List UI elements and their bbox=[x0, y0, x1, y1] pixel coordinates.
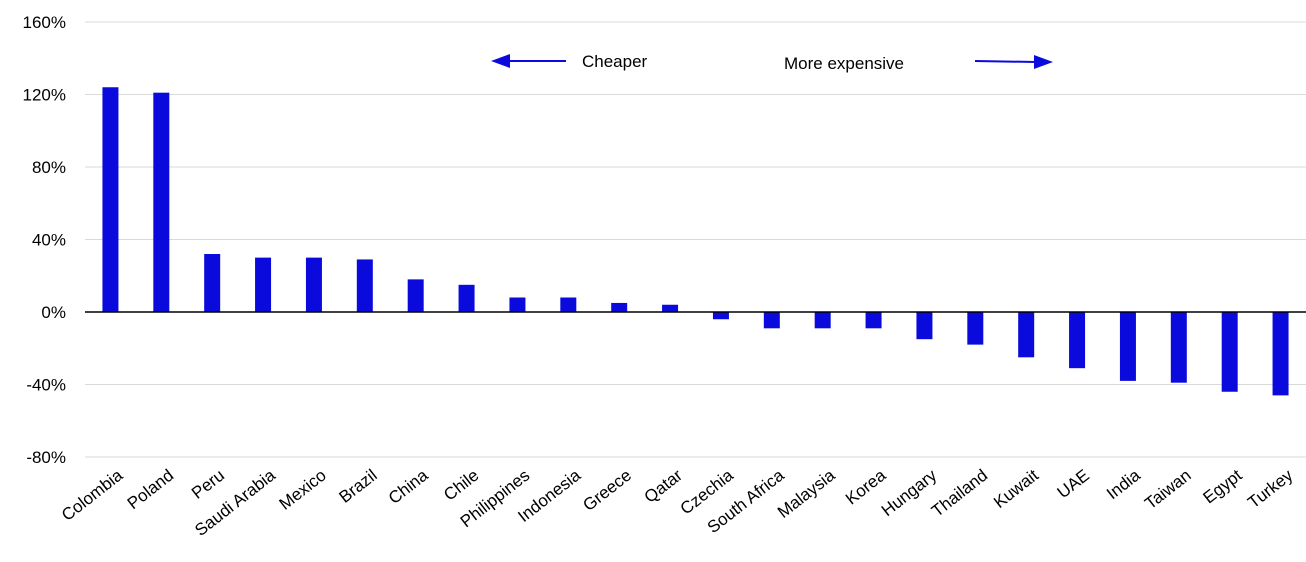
cheaper-arrow-head bbox=[491, 54, 510, 68]
cheaper-annotation: Cheaper bbox=[491, 52, 648, 71]
bar-kuwait bbox=[1018, 312, 1035, 358]
bar-china bbox=[407, 279, 424, 312]
x-tick-label: Egypt bbox=[1200, 465, 1246, 507]
bar-peru bbox=[204, 254, 221, 312]
more-expensive-label: More expensive bbox=[784, 54, 904, 73]
x-tick-label: Hungary bbox=[878, 465, 941, 520]
x-tick-label: China bbox=[385, 465, 432, 508]
more-expensive-arrow-line bbox=[974, 60, 1037, 63]
x-tick-label: Mexico bbox=[276, 466, 330, 514]
bar-uae bbox=[1069, 312, 1086, 369]
bar-south-africa bbox=[763, 312, 780, 329]
bar-brazil bbox=[356, 259, 373, 312]
x-tick-label: India bbox=[1103, 465, 1144, 503]
bar-greece bbox=[611, 302, 628, 312]
x-tick-label: Taiwan bbox=[1141, 466, 1194, 514]
bar-mexico bbox=[305, 257, 322, 312]
x-tick-label: Chile bbox=[440, 466, 482, 505]
bar-czechia bbox=[712, 312, 729, 320]
bar-saudi-arabia bbox=[255, 257, 272, 312]
x-tick-label: Brazil bbox=[335, 466, 380, 507]
bar-qatar bbox=[662, 304, 679, 312]
bar-malaysia bbox=[814, 312, 831, 329]
y-tick-label: 40% bbox=[32, 231, 66, 250]
x-tick-label: Turkey bbox=[1244, 465, 1297, 512]
bar-taiwan bbox=[1170, 312, 1187, 383]
bar-korea bbox=[865, 312, 882, 329]
bar-colombia bbox=[102, 87, 119, 312]
bar-philippines bbox=[509, 297, 526, 312]
bar-egypt bbox=[1221, 312, 1238, 392]
bar-chile bbox=[458, 284, 475, 312]
more-expensive-arrow-head bbox=[1034, 55, 1053, 69]
bars bbox=[102, 87, 1289, 396]
y-tick-label: -40% bbox=[26, 376, 66, 395]
cheaper-label: Cheaper bbox=[582, 52, 648, 71]
x-tick-label: UAE bbox=[1054, 466, 1093, 503]
x-tick-label: Poland bbox=[124, 466, 177, 514]
y-axis-ticks: -80% -40% 0% 40% 80% 120% 160% bbox=[23, 13, 66, 467]
bar-indonesia bbox=[560, 297, 577, 312]
gridlines bbox=[85, 21, 1306, 458]
y-tick-label: 0% bbox=[41, 303, 66, 322]
x-tick-label: Kuwait bbox=[990, 465, 1042, 512]
y-tick-label: 80% bbox=[32, 158, 66, 177]
more-expensive-annotation: More expensive bbox=[784, 54, 1053, 73]
bar-turkey bbox=[1272, 312, 1289, 396]
x-tick-label: Greece bbox=[579, 466, 635, 515]
x-tick-label: Malaysia bbox=[774, 465, 839, 522]
bar-poland bbox=[153, 92, 170, 312]
x-tick-label: Colombia bbox=[58, 465, 127, 525]
y-tick-label: 120% bbox=[23, 86, 66, 105]
bar-hungary bbox=[916, 312, 933, 340]
x-tick-label: Thailand bbox=[928, 466, 991, 521]
bar-india bbox=[1119, 312, 1136, 381]
y-tick-label: 160% bbox=[23, 13, 66, 32]
bar-thailand bbox=[967, 312, 984, 345]
x-tick-label: Peru bbox=[188, 466, 228, 503]
y-tick-label: -80% bbox=[26, 448, 66, 467]
